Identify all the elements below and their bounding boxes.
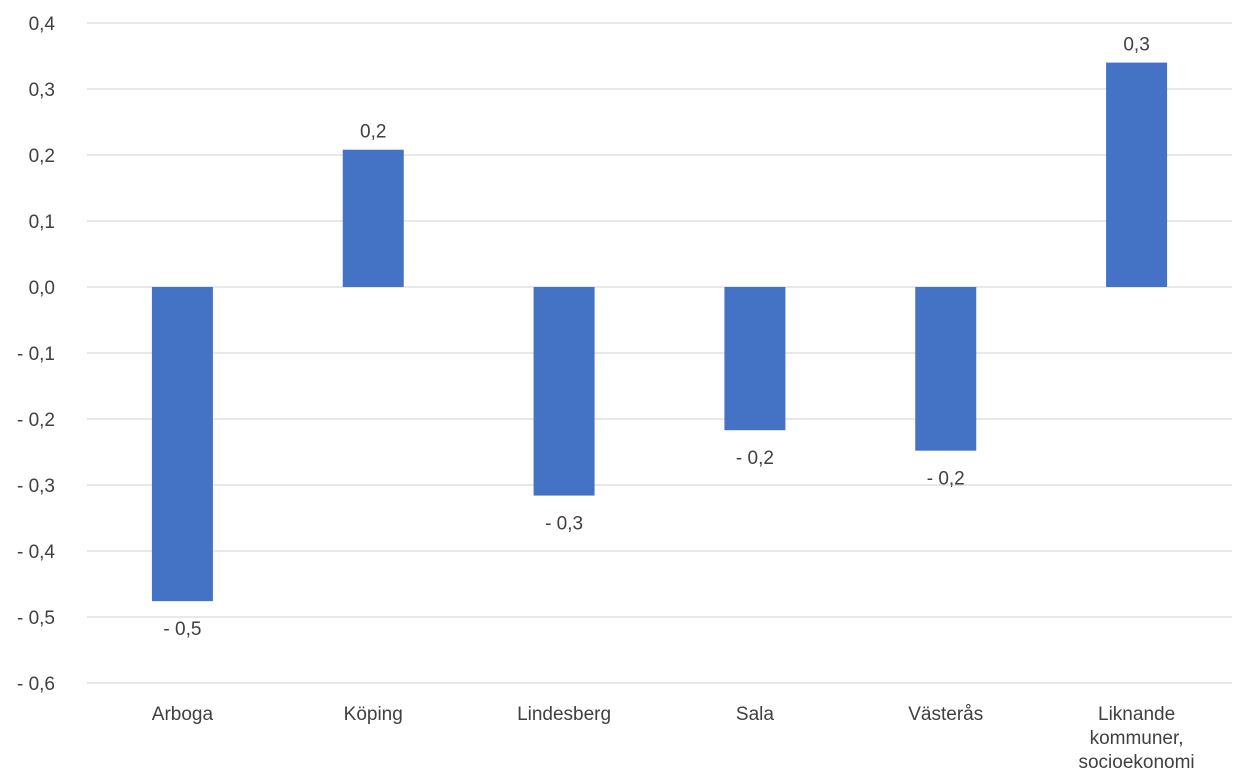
category-label: Liknande <box>1098 704 1175 725</box>
data-labels: - 0,5 0,2 - 0,3 - 0,2 - 0,2 0,3 <box>163 35 1149 641</box>
bar <box>1106 62 1168 287</box>
data-label: - 0,2 <box>927 469 965 490</box>
category-label: socioekonomi <box>1078 752 1194 773</box>
category-label: Sala <box>736 704 774 725</box>
bar <box>342 149 404 287</box>
data-label: - 0,5 <box>163 619 201 640</box>
gridlines <box>87 22 1232 684</box>
category-label: Västerås <box>908 704 983 725</box>
data-label: 0,3 <box>1123 35 1149 56</box>
y-tick-label: 0,2 <box>29 146 55 167</box>
category-label: Köping <box>344 704 403 725</box>
data-label: - 0,3 <box>545 514 583 535</box>
y-tick-label: - 0,4 <box>17 542 55 563</box>
category-label: kommuner, <box>1090 728 1184 749</box>
data-label: 0,2 <box>360 122 386 143</box>
y-tick-label: - 0,2 <box>17 410 55 431</box>
bar <box>151 287 213 602</box>
category-label: Lindesberg <box>517 704 611 725</box>
x-axis-category-labels: Arboga Köping Lindesberg Sala Västerås Liknan… <box>152 704 1195 773</box>
y-axis-tick-labels: 0,4 0,3 0,2 0,1 0,0 - 0,1 - 0,2 - 0,3 - 0,4 - 0,5… <box>17 14 55 695</box>
bar <box>915 287 977 451</box>
y-tick-label: - 0,3 <box>17 476 55 497</box>
y-tick-label: - 0,6 <box>17 674 55 695</box>
y-tick-label: 0,0 <box>29 278 55 299</box>
bars <box>151 62 1168 602</box>
y-tick-label: - 0,1 <box>17 344 55 365</box>
bar <box>724 287 786 431</box>
y-tick-label: 0,1 <box>29 212 55 233</box>
bar <box>533 287 595 496</box>
category-label: Arboga <box>152 704 214 725</box>
y-tick-label: 0,4 <box>29 14 56 35</box>
data-label: - 0,2 <box>736 448 774 469</box>
y-tick-label: - 0,5 <box>17 608 55 629</box>
y-tick-label: 0,3 <box>29 80 55 101</box>
